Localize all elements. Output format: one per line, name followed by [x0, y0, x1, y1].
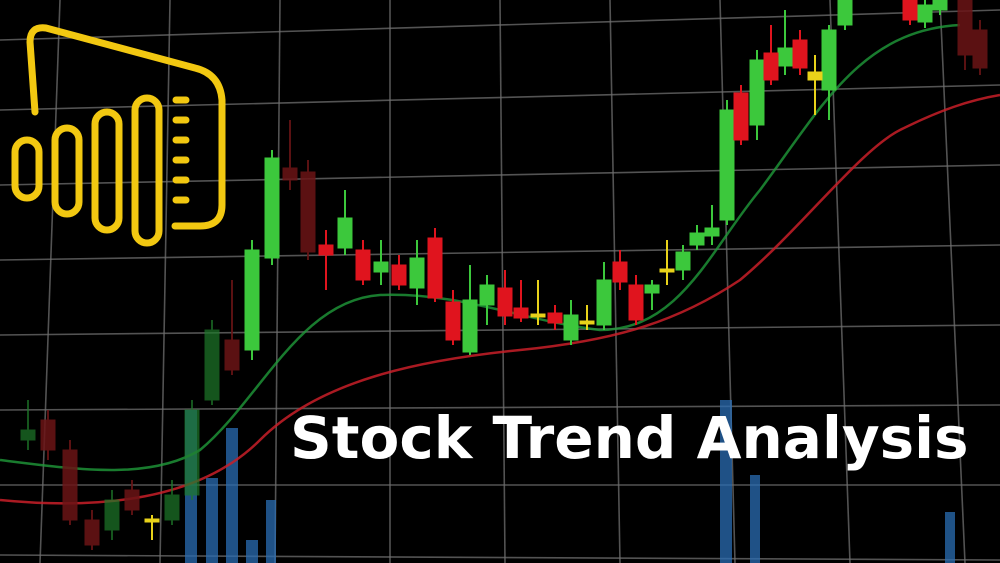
logo — [11, 24, 226, 247]
title: Stock Trend Analysis — [290, 404, 969, 472]
candlesticks — [20, 0, 988, 550]
